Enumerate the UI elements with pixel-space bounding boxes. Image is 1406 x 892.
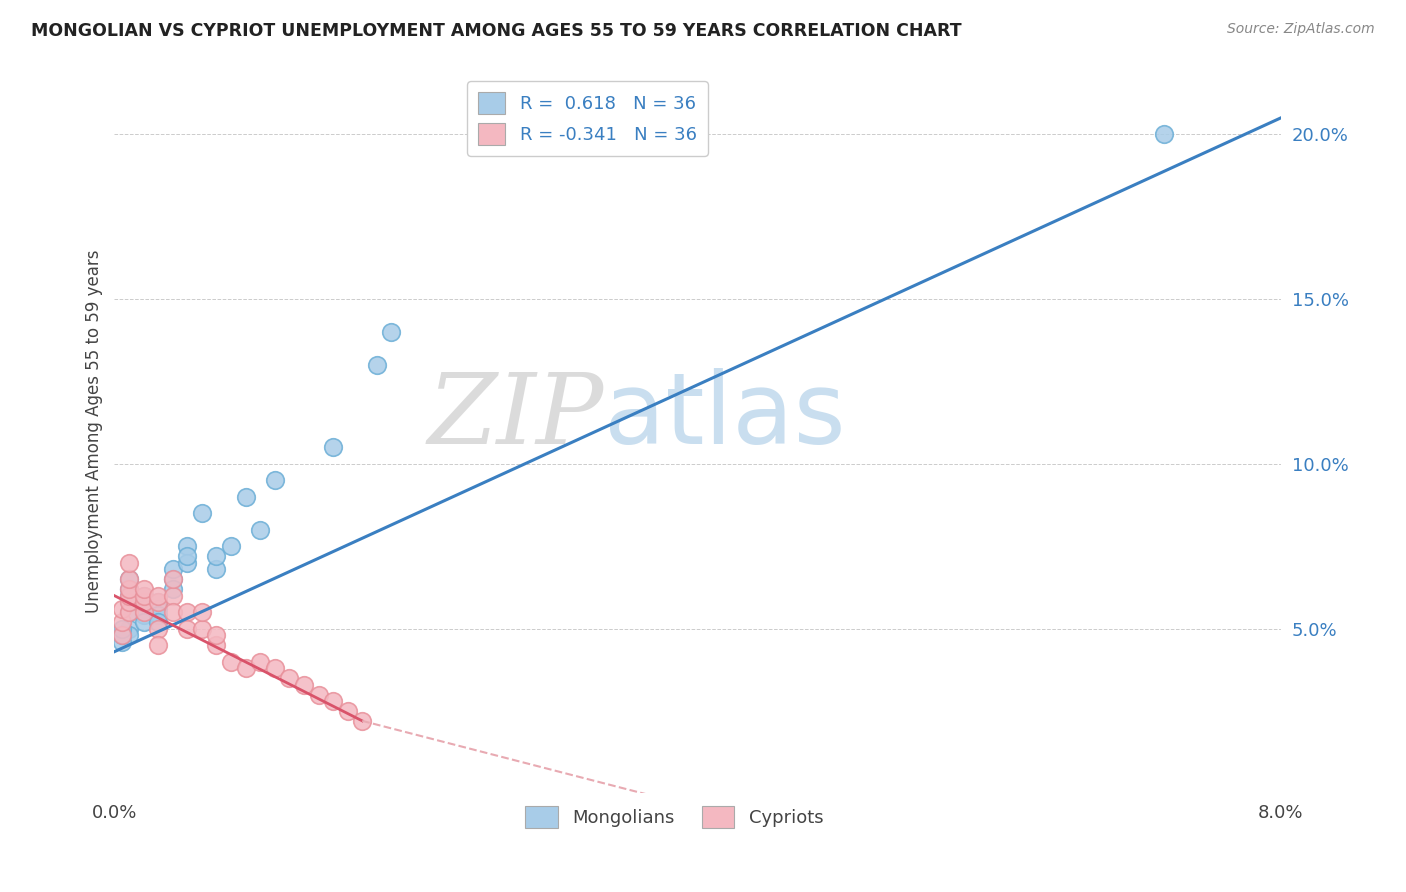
Point <box>146 622 169 636</box>
Point <box>118 589 141 603</box>
Point <box>249 523 271 537</box>
Point <box>380 325 402 339</box>
Point <box>219 539 242 553</box>
Point <box>322 441 344 455</box>
Point <box>146 608 169 623</box>
Point <box>249 655 271 669</box>
Point <box>191 506 214 520</box>
Point <box>292 678 315 692</box>
Point <box>263 661 285 675</box>
Point <box>191 605 214 619</box>
Point <box>132 615 155 629</box>
Point <box>132 589 155 603</box>
Point <box>111 615 134 629</box>
Point <box>308 688 330 702</box>
Point <box>176 556 198 570</box>
Point <box>1153 128 1175 142</box>
Text: Source: ZipAtlas.com: Source: ZipAtlas.com <box>1227 22 1375 37</box>
Point <box>118 622 141 636</box>
Point <box>118 595 141 609</box>
Point <box>118 582 141 596</box>
Point <box>176 549 198 563</box>
Point <box>146 589 169 603</box>
Legend: Mongolians, Cypriots: Mongolians, Cypriots <box>517 798 831 835</box>
Point <box>263 474 285 488</box>
Point <box>205 549 228 563</box>
Point <box>162 582 184 596</box>
Point <box>235 661 257 675</box>
Text: atlas: atlas <box>605 368 846 465</box>
Point <box>132 582 155 596</box>
Text: MONGOLIAN VS CYPRIOT UNEMPLOYMENT AMONG AGES 55 TO 59 YEARS CORRELATION CHART: MONGOLIAN VS CYPRIOT UNEMPLOYMENT AMONG … <box>31 22 962 40</box>
Point <box>162 605 184 619</box>
Point <box>146 615 169 629</box>
Point <box>111 622 134 636</box>
Point <box>146 595 169 609</box>
Point <box>176 539 198 553</box>
Point <box>132 608 155 623</box>
Point <box>322 694 344 708</box>
Point <box>132 605 155 619</box>
Point <box>111 628 134 642</box>
Point <box>132 595 155 609</box>
Y-axis label: Unemployment Among Ages 55 to 59 years: Unemployment Among Ages 55 to 59 years <box>86 249 103 613</box>
Point <box>191 622 214 636</box>
Point <box>278 671 301 685</box>
Point <box>118 589 141 603</box>
Point <box>162 589 184 603</box>
Point <box>111 602 134 616</box>
Point <box>205 562 228 576</box>
Point <box>176 622 198 636</box>
Point <box>162 572 184 586</box>
Point <box>118 595 141 609</box>
Point <box>111 634 134 648</box>
Point <box>132 595 155 609</box>
Point <box>132 589 155 603</box>
Point <box>336 704 359 718</box>
Point <box>146 638 169 652</box>
Point <box>118 605 141 619</box>
Point <box>162 562 184 576</box>
Text: ZIP: ZIP <box>427 368 605 464</box>
Point <box>118 572 141 586</box>
Point <box>205 628 228 642</box>
Point <box>118 572 141 586</box>
Point <box>205 638 228 652</box>
Point <box>118 556 141 570</box>
Point <box>146 602 169 616</box>
Point <box>235 490 257 504</box>
Point <box>111 628 134 642</box>
Point <box>118 582 141 596</box>
Point <box>146 595 169 609</box>
Point <box>352 714 374 728</box>
Point <box>118 605 141 619</box>
Point <box>118 628 141 642</box>
Point <box>219 655 242 669</box>
Point <box>132 602 155 616</box>
Point <box>176 605 198 619</box>
Point <box>366 358 388 372</box>
Point <box>162 572 184 586</box>
